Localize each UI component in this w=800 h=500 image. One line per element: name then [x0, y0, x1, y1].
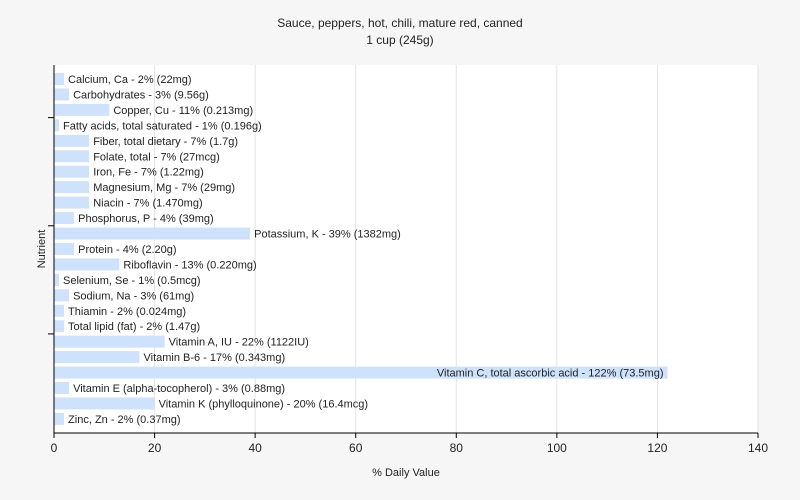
bar — [54, 273, 60, 286]
bar — [54, 289, 70, 302]
bar-label: Vitamin K (phylloquinone) - 20% (16.4mcg… — [159, 398, 369, 410]
bar — [54, 382, 70, 394]
bar-labels: Calcium, Ca - 2% (22mg) Carbohydrates - 3… — [63, 74, 663, 426]
bar-label: Vitamin E (alpha-tocopherol) - 3% (0.88m… — [73, 383, 285, 395]
chart-subtitle: 1 cup (245g) — [366, 33, 433, 47]
bar-label: Phosphorus, P - 4% (39mg) — [78, 213, 214, 225]
x-tick-label: 20 — [148, 441, 162, 455]
bar — [54, 150, 90, 163]
x-tick-label: 60 — [349, 441, 363, 455]
bar-label: Zinc, Zn - 2% (0.37mg) — [68, 414, 180, 426]
bar-label: Fatty acids, total saturated - 1% (0.196… — [63, 120, 262, 132]
bar — [54, 258, 120, 271]
bar-label: Total lipid (fat) - 2% (1.47g) — [68, 321, 200, 333]
x-axis-label: % Daily Value — [372, 467, 440, 479]
bar-label: Niacin - 7% (1.470mg) — [93, 198, 202, 210]
bar — [54, 73, 65, 85]
bar — [54, 335, 165, 348]
bar — [54, 196, 90, 209]
bar-label: Calcium, Ca - 2% (22mg) — [68, 74, 191, 86]
axes: 0 20 40 60 80 100 120 140 — [48, 65, 768, 455]
bar — [54, 320, 65, 333]
bar-label: Fiber, total dietary - 7% (1.7g) — [93, 136, 238, 148]
bar-label: Potassium, K - 39% (1382mg) — [254, 229, 401, 241]
x-tick-label: 140 — [748, 441, 768, 455]
bar-label: Carbohydrates - 3% (9.56g) — [73, 89, 209, 101]
bar-label: Vitamin C, total ascorbic acid - 122% (7… — [437, 368, 664, 380]
bars — [54, 73, 668, 425]
bar — [54, 119, 60, 132]
bar — [54, 88, 70, 101]
y-axis-label: Nutrient — [36, 230, 48, 269]
x-tick-label: 120 — [647, 441, 667, 455]
bar-label: Vitamin B-6 - 17% (0.343mg) — [143, 352, 285, 364]
bar — [54, 242, 75, 255]
bar — [54, 212, 75, 225]
bar — [54, 366, 668, 379]
bar-label: Riboflavin - 13% (0.220mg) — [123, 259, 256, 271]
bar-label: Iron, Fe - 7% (1.22mg) — [93, 167, 204, 179]
bar — [54, 181, 90, 194]
chart-title: Sauce, peppers, hot, chili, mature red, … — [277, 16, 522, 30]
bar — [54, 103, 110, 116]
bar — [54, 412, 65, 425]
bar-label: Protein - 4% (2.20g) — [78, 244, 176, 256]
bar-label: Folate, total - 7% (27mcg) — [93, 151, 220, 163]
bar — [54, 397, 155, 410]
x-tick-label: 80 — [450, 441, 464, 455]
x-tick-label: 100 — [547, 441, 567, 455]
bar-label: Magnesium, Mg - 7% (29mg) — [93, 182, 235, 194]
bar — [54, 304, 65, 317]
bar-label: Vitamin A, IU - 22% (1122IU) — [169, 337, 309, 349]
bar-label: Sodium, Na - 3% (61mg) — [73, 290, 194, 302]
bar — [54, 134, 90, 147]
bar — [54, 351, 140, 364]
bar-label: Thiamin - 2% (0.024mg) — [68, 306, 186, 318]
x-tick-label: 0 — [51, 441, 58, 455]
bar-label: Selenium, Se - 1% (0.5mcg) — [63, 275, 201, 287]
x-tick-label: 40 — [248, 441, 262, 455]
bar — [54, 165, 90, 178]
bar — [54, 227, 251, 240]
bar-label: Copper, Cu - 11% (0.213mg) — [113, 105, 253, 117]
